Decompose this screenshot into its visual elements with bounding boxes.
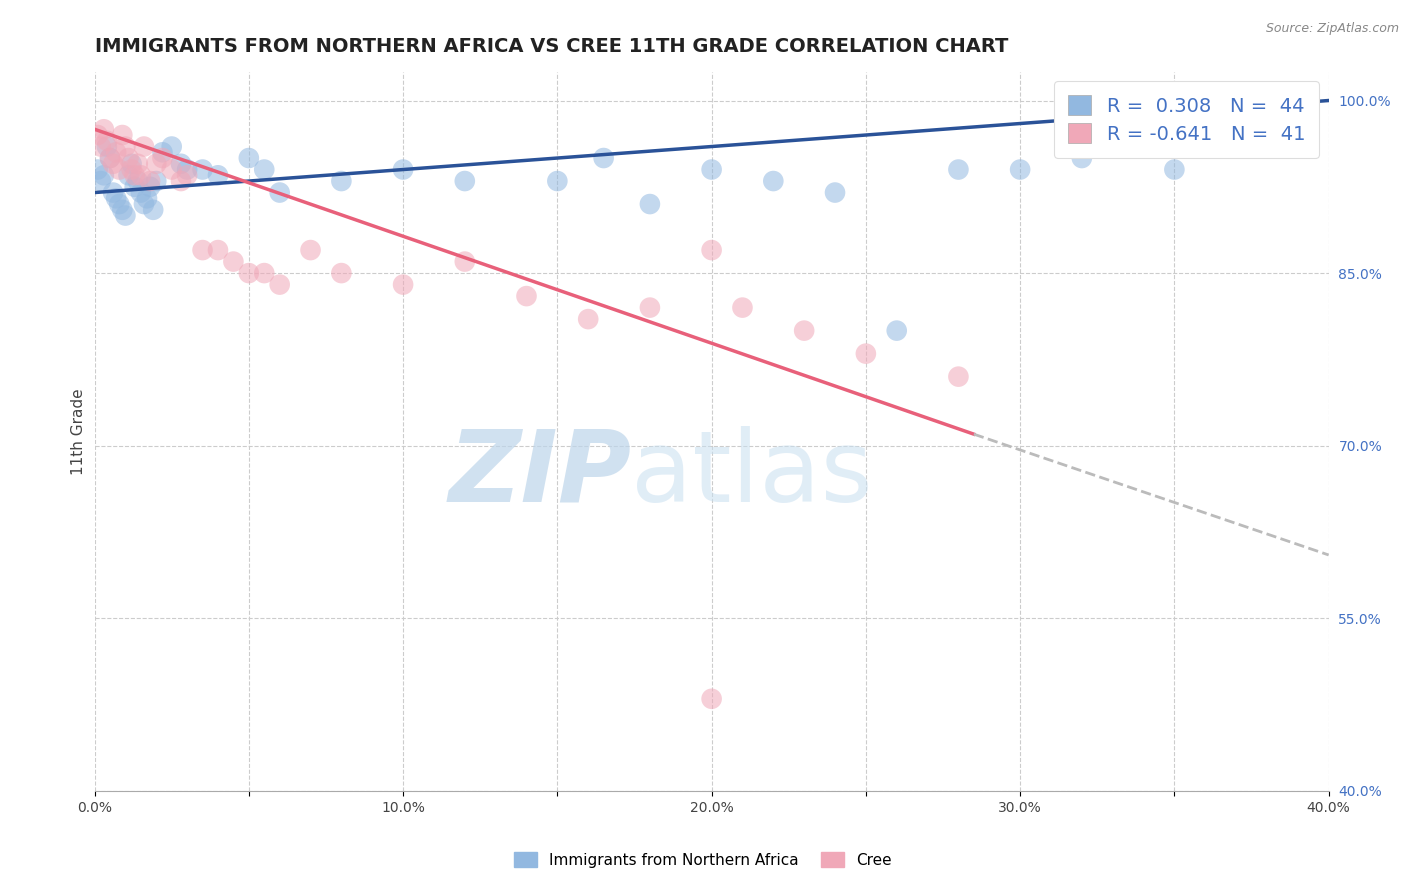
Point [124, 169, 146, 183]
Point [129, 186, 152, 200]
Point [117, 169, 139, 183]
Point [1070, 151, 1092, 165]
Y-axis label: 11th Grade: 11th Grade [72, 388, 86, 475]
Point [98, 151, 121, 165]
Point [762, 174, 785, 188]
Legend: R =  0.308   N =  44, R = -0.641   N =  41: R = 0.308 N = 44, R = -0.641 N = 41 [1054, 81, 1319, 158]
Point [127, 157, 149, 171]
Point [139, 174, 162, 188]
Point [700, 162, 723, 177]
Point [114, 209, 136, 223]
Point [392, 162, 415, 177]
Point [546, 174, 568, 188]
Point [152, 145, 174, 160]
Text: Source: ZipAtlas.com: Source: ZipAtlas.com [1265, 22, 1399, 36]
Point [86, 128, 108, 142]
Point [330, 266, 353, 280]
Point [191, 243, 214, 257]
Point [948, 162, 970, 177]
Point [136, 191, 159, 205]
Point [160, 139, 183, 153]
Point [111, 202, 134, 217]
Point [392, 277, 415, 292]
Point [145, 157, 167, 171]
Point [132, 139, 155, 153]
Point [90, 139, 112, 153]
Point [93, 122, 115, 136]
Point [117, 151, 139, 165]
Text: ZIP: ZIP [449, 426, 631, 523]
Point [96, 139, 118, 153]
Point [855, 346, 877, 360]
Point [132, 197, 155, 211]
Point [114, 139, 136, 153]
Point [170, 157, 193, 171]
Point [86, 162, 108, 177]
Point [1010, 162, 1032, 177]
Point [269, 277, 291, 292]
Point [253, 162, 276, 177]
Point [253, 266, 276, 280]
Legend: Immigrants from Northern Africa, Cree: Immigrants from Northern Africa, Cree [506, 844, 900, 875]
Point [105, 145, 128, 160]
Point [731, 301, 754, 315]
Point [176, 169, 198, 183]
Point [145, 174, 167, 188]
Point [142, 202, 165, 217]
Point [576, 312, 599, 326]
Point [592, 151, 614, 165]
Point [700, 691, 723, 706]
Point [170, 174, 193, 188]
Point [238, 266, 260, 280]
Point [1163, 162, 1185, 177]
Point [108, 197, 131, 211]
Point [207, 169, 229, 183]
Text: IMMIGRANTS FROM NORTHERN AFRICA VS CREE 11TH GRADE CORRELATION CHART: IMMIGRANTS FROM NORTHERN AFRICA VS CREE … [94, 37, 1008, 56]
Point [121, 157, 143, 171]
Text: atlas: atlas [631, 426, 873, 523]
Point [454, 254, 477, 268]
Point [121, 162, 143, 177]
Point [299, 243, 322, 257]
Point [454, 174, 477, 188]
Point [948, 369, 970, 384]
Point [127, 174, 149, 188]
Point [207, 243, 229, 257]
Point [90, 174, 112, 188]
Point [638, 197, 661, 211]
Point [108, 162, 131, 177]
Point [101, 157, 124, 171]
Point [139, 179, 162, 194]
Point [1286, 94, 1309, 108]
Point [176, 162, 198, 177]
Point [152, 151, 174, 165]
Point [111, 128, 134, 142]
Point [124, 179, 146, 194]
Point [98, 151, 121, 165]
Point [700, 243, 723, 257]
Point [793, 324, 815, 338]
Point [96, 134, 118, 148]
Point [330, 174, 353, 188]
Point [101, 186, 124, 200]
Point [515, 289, 537, 303]
Point [269, 186, 291, 200]
Point [824, 186, 846, 200]
Point [191, 162, 214, 177]
Point [93, 169, 115, 183]
Point [222, 254, 245, 268]
Point [129, 169, 152, 183]
Point [238, 151, 260, 165]
Point [105, 191, 128, 205]
Point [886, 324, 908, 338]
Point [160, 162, 183, 177]
Point [638, 301, 661, 315]
